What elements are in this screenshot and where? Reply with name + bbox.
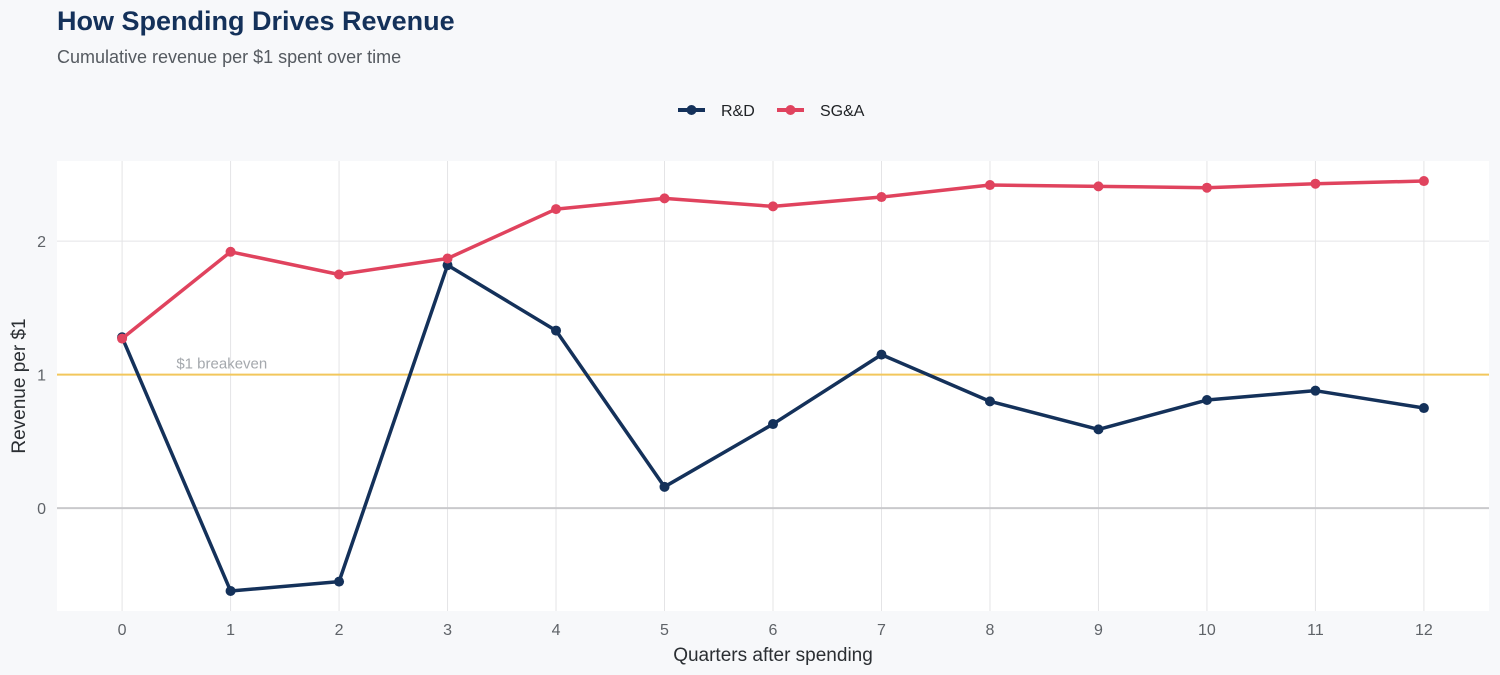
y-tick-label: 0 [37,501,46,518]
x-tick-label: 9 [1094,622,1103,639]
data-point-rnd[interactable] [1093,424,1104,435]
data-point-sga[interactable] [551,204,562,215]
data-point-rnd[interactable] [551,325,562,336]
y-tick-label: 1 [37,368,46,385]
legend: R&D SG&A [678,103,865,120]
data-point-rnd[interactable] [334,576,345,587]
data-point-sga[interactable] [768,201,778,212]
legend-label-sga: SG&A [820,103,865,120]
chart-title: How Spending Drives Revenue [57,6,455,36]
data-point-rnd[interactable] [1201,395,1212,406]
data-point-sga[interactable] [1418,176,1429,187]
data-point-rnd[interactable] [876,349,887,360]
reference-lines: $1 breakeven [57,356,1489,510]
legend-marker-sga [785,105,796,115]
data-point-rnd[interactable] [225,585,236,596]
legend-item-sga[interactable]: SG&A [777,103,865,120]
y-axis-title: Revenue per $1 [9,318,30,453]
x-tick-label: 2 [335,622,344,639]
legend-label-rnd: R&D [721,103,755,120]
data-point-sga[interactable] [117,333,128,344]
y-tick-label: 2 [37,234,46,251]
x-tick-label: 3 [443,622,452,639]
data-point-sga[interactable] [442,253,453,264]
x-axis-title: Quarters after spending [673,645,873,666]
data-point-sga[interactable] [984,180,995,191]
series-lines [117,176,1429,596]
legend-item-rnd[interactable]: R&D [678,103,755,120]
data-point-sga[interactable] [659,193,670,204]
data-point-sga[interactable] [1093,181,1104,192]
x-tick-label: 1 [226,622,235,639]
data-point-rnd[interactable] [659,481,670,492]
data-point-sga[interactable] [1201,182,1212,193]
data-point-rnd[interactable] [1310,385,1321,396]
breakeven-label: $1 breakeven [176,356,267,373]
x-tick-label: 8 [986,622,995,639]
chart-subtitle: Cumulative revenue per $1 spent over tim… [57,47,402,67]
legend-marker-rnd [686,105,697,115]
x-tick-label: 11 [1307,622,1324,639]
x-tick-label: 7 [877,622,886,639]
x-tick-label: 10 [1198,622,1216,639]
data-point-sga[interactable] [1310,178,1321,189]
x-tick-label: 4 [552,622,561,639]
data-point-sga[interactable] [334,269,345,280]
data-point-rnd[interactable] [1418,403,1429,414]
data-point-rnd[interactable] [984,396,995,407]
x-tick-label: 5 [660,622,669,639]
x-tick-label: 6 [769,622,778,639]
x-tick-label: 12 [1415,622,1433,639]
x-tick-label: 0 [118,622,127,639]
data-point-sga[interactable] [225,246,236,257]
data-point-sga[interactable] [876,192,887,203]
data-point-rnd[interactable] [768,419,778,430]
